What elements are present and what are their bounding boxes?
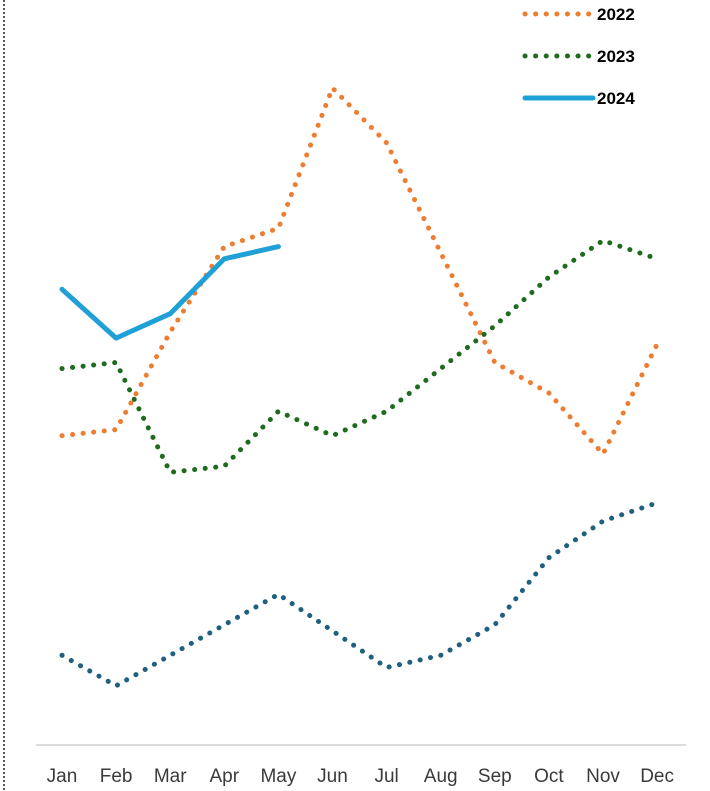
- x-tick-label-feb: Feb: [100, 766, 133, 787]
- legend-label-2023: 2023: [597, 47, 635, 66]
- x-tick-label-aug: Aug: [424, 766, 458, 787]
- series-line-unlabeled-3: [59, 500, 660, 689]
- legend-label-2022: 2022: [597, 5, 635, 24]
- x-tick-label-apr: Apr: [210, 766, 240, 787]
- series-line-2023: [59, 238, 660, 475]
- x-tick-label-jun: Jun: [317, 766, 348, 787]
- x-tick-label-may: May: [260, 766, 296, 787]
- x-tick-label-jul: Jul: [374, 766, 398, 787]
- x-tick-label-jan: Jan: [47, 766, 78, 787]
- x-axis-ticks: Jan Feb Mar Apr May Jun Jul Aug Sep Oct Nov Dec: [47, 766, 674, 787]
- x-tick-label-dec: Dec: [640, 766, 674, 787]
- x-tick-label-nov: Nov: [586, 766, 620, 787]
- series-layer: [59, 85, 660, 689]
- x-tick-label-mar: Mar: [154, 766, 187, 787]
- x-tick-label-sep: Sep: [478, 766, 512, 787]
- series-line-2024: [59, 244, 281, 341]
- legend: 2022 2023 2024: [522, 5, 635, 108]
- series-line-2022: [59, 85, 660, 457]
- x-tick-label-oct: Oct: [534, 766, 564, 787]
- legend-label-2024: 2024: [597, 89, 635, 108]
